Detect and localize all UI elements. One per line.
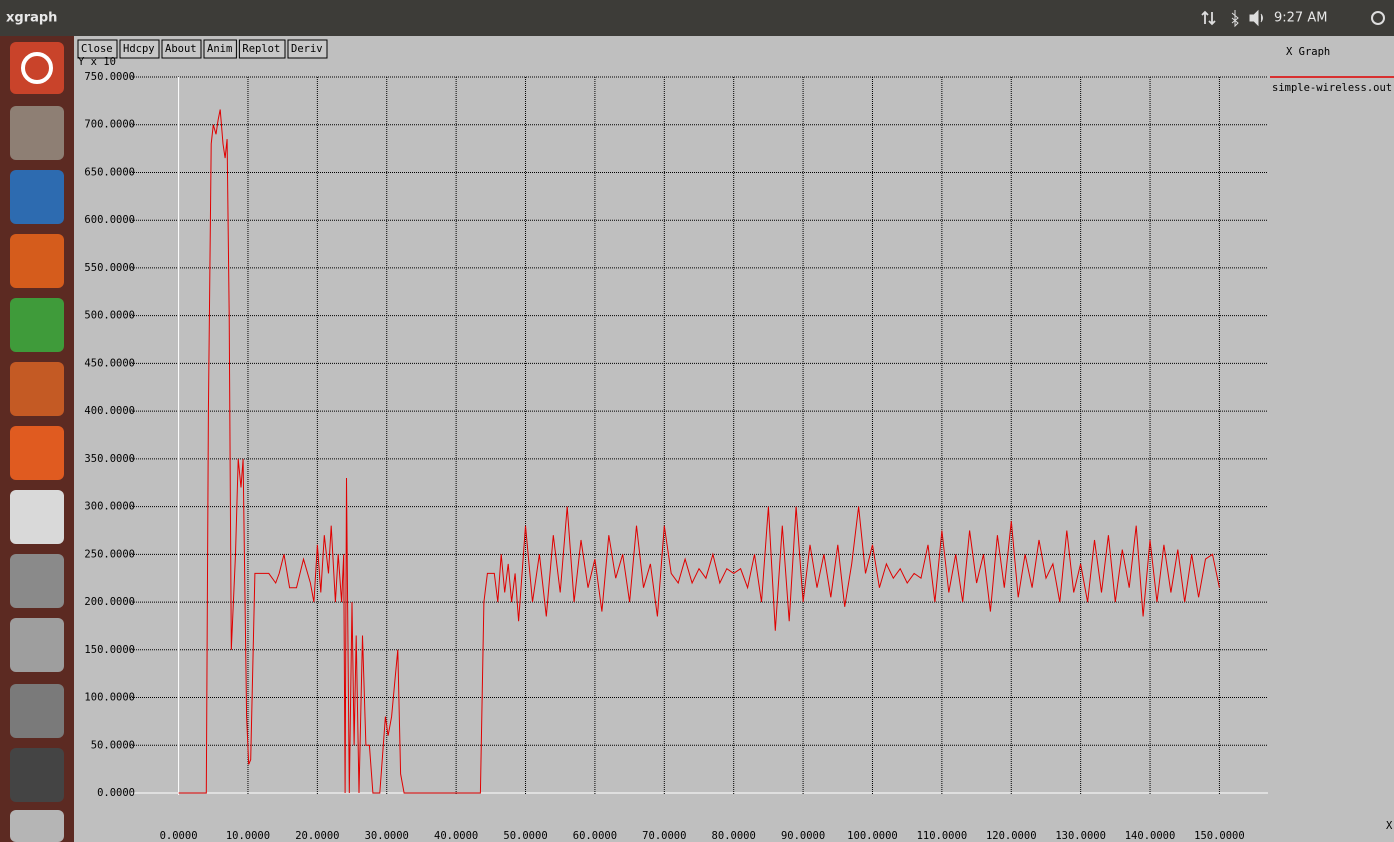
launcher-icon[interactable] (10, 234, 64, 288)
y-tick-label: 700.0000 (84, 119, 135, 131)
toolbar-button[interactable] (161, 39, 202, 59)
y-axis-label: Y x 10 (78, 56, 116, 68)
y-tick-label: 50.0000 (91, 739, 135, 751)
toolbar-button-label[interactable]: Anim (207, 43, 232, 55)
ubuntu-logo (21, 52, 53, 84)
power-icon[interactable] (1371, 11, 1385, 25)
x-tick-label: 0.0000 (160, 830, 198, 842)
launcher-icon[interactable] (10, 810, 64, 842)
y-tick-label: 0.0000 (97, 787, 135, 799)
x-tick-label: 80.0000 (712, 830, 756, 842)
launcher-icon[interactable] (10, 490, 64, 544)
x-tick-label: 150.0000 (1194, 830, 1245, 842)
launcher-icon[interactable] (10, 362, 64, 416)
x-tick-label: 30.0000 (365, 830, 409, 842)
x-tick-label: 140.0000 (1125, 830, 1176, 842)
sound-icon[interactable] (1249, 9, 1263, 27)
toolbar-button-label[interactable]: Replot (242, 43, 280, 55)
toolbar-button-label[interactable]: About (165, 43, 197, 55)
y-tick-label: 650.0000 (84, 166, 135, 178)
y-tick-label: 750.0000 (84, 71, 135, 83)
top-bar: xgraph 9:27 AM (0, 0, 1394, 36)
y-tick-label: 200.0000 (84, 596, 135, 608)
clock[interactable]: 9:27 AM (1274, 11, 1327, 26)
y-tick-label: 100.0000 (84, 692, 135, 704)
y-tick-label: 350.0000 (84, 453, 135, 465)
y-tick-label: 550.0000 (84, 262, 135, 274)
y-tick-label: 150.0000 (84, 644, 135, 656)
launcher (0, 36, 74, 842)
y-tick-label: 600.0000 (84, 214, 135, 226)
toolbar: Close Hdcpy About Anim Replot Deriv (77, 39, 328, 59)
toolbar-button[interactable] (203, 39, 237, 59)
launcher-icon[interactable] (10, 426, 64, 480)
chart-title: X Graph (1286, 46, 1330, 58)
x-tick-label: 120.0000 (986, 830, 1037, 842)
launcher-icon[interactable] (10, 684, 64, 738)
y-tick-label: 400.0000 (84, 405, 135, 417)
launcher-icon[interactable] (10, 298, 64, 352)
y-tick-label: 300.0000 (84, 501, 135, 513)
x-tick-label: 10.0000 (226, 830, 270, 842)
network-icon[interactable] (1201, 10, 1216, 26)
toolbar-button[interactable] (287, 39, 328, 59)
x-axis-label: X (1386, 820, 1393, 832)
window-bg (0, 36, 1394, 842)
x-tick-label: 70.0000 (642, 830, 686, 842)
top-bar-bg (0, 0, 1394, 36)
x-tick-label: 100.0000 (847, 830, 898, 842)
x-tick-label: 130.0000 (1055, 830, 1106, 842)
launcher-icon[interactable] (10, 748, 64, 802)
launcher-icon[interactable] (10, 618, 64, 672)
toolbar-button[interactable] (119, 39, 160, 59)
app-name: xgraph (6, 11, 57, 26)
launcher-icon[interactable] (10, 106, 64, 160)
toolbar-button-label[interactable]: Hdcpy (123, 43, 155, 55)
toolbar-button-label[interactable]: Deriv (291, 43, 323, 55)
toolbar-button[interactable] (77, 39, 118, 59)
y-tick-label: 450.0000 (84, 357, 135, 369)
bluetooth-icon[interactable] (1231, 10, 1239, 28)
toolbar-button[interactable] (238, 39, 286, 59)
y-tick-label: 250.0000 (84, 548, 135, 560)
legend-label: simple-wireless.out (1272, 82, 1392, 94)
x-tick-label: 50.0000 (503, 830, 547, 842)
x-tick-label: 110.0000 (917, 830, 968, 842)
x-tick-label: 60.0000 (573, 830, 617, 842)
data-line (178, 109, 1220, 794)
y-tick-label: 500.0000 (84, 310, 135, 322)
launcher-icon[interactable] (10, 170, 64, 224)
x-tick-label: 90.0000 (781, 830, 825, 842)
launcher-icon[interactable] (10, 42, 64, 94)
x-tick-label: 20.0000 (295, 830, 339, 842)
toolbar-button-label[interactable]: Close (81, 43, 113, 55)
launcher-icon[interactable] (10, 554, 64, 608)
plot: 0.0000 50.0000 100.0000 150.0000 200.0000 250… (84, 71, 1268, 842)
x-tick-label: 40.0000 (434, 830, 478, 842)
